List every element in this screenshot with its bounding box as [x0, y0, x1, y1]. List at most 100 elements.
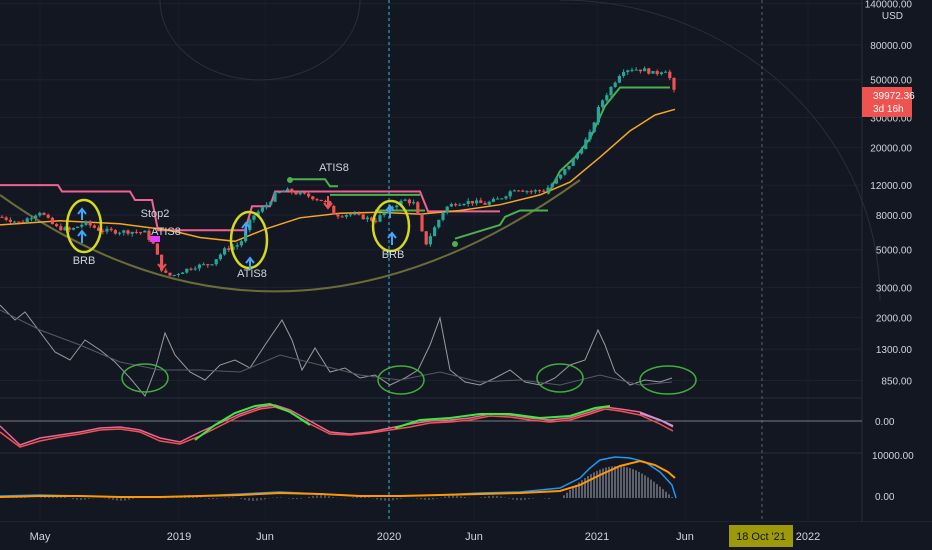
histogram-bar	[84, 498, 86, 500]
histogram-bar	[605, 467, 607, 498]
histogram-bar	[208, 498, 210, 499]
candle-body	[218, 254, 222, 260]
candle-body	[164, 270, 168, 273]
resistance-line	[0, 184, 500, 232]
time-label: 2022	[796, 531, 820, 543]
histogram-bar	[460, 496, 462, 498]
candle-body	[386, 207, 390, 213]
candle-body	[617, 75, 621, 83]
candle-body	[323, 200, 327, 202]
histogram-bar	[328, 496, 330, 498]
candle-body	[290, 188, 294, 193]
histogram-bar	[324, 495, 326, 498]
histogram-bar	[614, 466, 616, 498]
candle-body	[4, 217, 8, 220]
histogram-bar	[388, 498, 390, 501]
candle-body	[655, 71, 659, 75]
time-label: May	[30, 531, 51, 543]
price-axis[interactable]: 140000.00 80000.00 50000.00 30000.00 20000.0…	[865, 0, 913, 388]
histogram-bar	[428, 498, 430, 500]
candle-body	[466, 200, 470, 205]
candle-body	[559, 174, 563, 179]
candle-body	[319, 199, 323, 201]
histogram-bar	[72, 498, 74, 500]
annotation-label: Stop2	[141, 208, 170, 220]
histogram-bar	[116, 498, 118, 501]
candle-body	[412, 202, 416, 204]
candle-body	[361, 214, 365, 220]
histogram-bar	[400, 498, 402, 499]
histogram-bar	[638, 471, 640, 498]
candle-body	[97, 227, 101, 231]
candle-body	[269, 201, 273, 205]
histogram-bar	[252, 498, 254, 501]
annotation-label: ATIS8	[319, 162, 349, 174]
histogram-bar	[641, 473, 643, 498]
candle-body	[487, 201, 491, 205]
histogram-bar	[629, 468, 631, 498]
candle-body	[118, 232, 122, 234]
candle-body	[554, 178, 558, 184]
arrow-down-icon	[323, 196, 333, 210]
candle-body	[147, 230, 151, 240]
histogram-bar	[420, 498, 422, 500]
candle-body	[277, 192, 281, 194]
histogram-bar	[584, 478, 586, 498]
candle-body	[17, 221, 21, 223]
last-price-label: 39972.36 3d 16h	[862, 87, 915, 117]
candle-body	[298, 192, 302, 195]
candle-body	[575, 153, 579, 159]
candle-body	[197, 264, 201, 269]
candle-body	[340, 216, 344, 218]
candle-body	[529, 191, 533, 193]
candle-body	[504, 196, 508, 199]
candle-body	[638, 69, 642, 72]
candle-body	[424, 231, 428, 245]
histogram-bar	[120, 498, 122, 501]
candle-body	[634, 69, 638, 71]
histogram-bar	[575, 484, 577, 498]
candle-body	[281, 190, 285, 193]
candle-body	[533, 190, 537, 192]
histogram-bar	[296, 498, 298, 500]
histogram-bar	[320, 495, 322, 498]
histogram-bar	[581, 480, 583, 498]
time-axis[interactable]: May 2019 Jun 2020 Jun 2021 Jun 18 Oct '2…	[0, 522, 932, 550]
histogram-bar	[632, 469, 634, 498]
candlesticks[interactable]	[0, 66, 676, 278]
candle-body	[353, 213, 357, 215]
candle-body	[382, 212, 386, 216]
candle-body	[601, 100, 605, 107]
price-ellipses[interactable]	[65, 198, 411, 270]
histogram-bar	[617, 466, 619, 498]
support-line	[290, 178, 338, 188]
histogram-bar	[288, 498, 290, 499]
candle-body	[328, 201, 332, 206]
candle-body	[185, 268, 189, 273]
histogram-bar	[492, 495, 494, 498]
histogram-bar	[332, 497, 334, 498]
histogram-bar	[611, 466, 613, 498]
support-line	[454, 209, 548, 240]
price-tick-label: 80000.00	[870, 41, 912, 52]
histogram-bar	[292, 498, 294, 499]
candle-body	[407, 199, 411, 204]
histogram-bar	[212, 498, 214, 500]
candle-body	[113, 230, 117, 234]
candle-body	[168, 272, 172, 276]
price-tick-label: 1300.00	[876, 345, 913, 356]
candle-body	[105, 228, 109, 232]
candle-body	[437, 219, 441, 228]
candle-body	[365, 217, 369, 220]
histogram-bar	[124, 498, 126, 501]
candle-body	[29, 218, 33, 220]
candle-body	[550, 183, 554, 188]
histogram-bar	[448, 495, 450, 498]
price-tick-label: 12000.00	[870, 181, 912, 192]
candle-body	[210, 264, 214, 266]
candle-body	[491, 198, 495, 202]
candle-body	[76, 226, 80, 228]
arrow-up-icon	[387, 231, 397, 245]
histogram-bar	[108, 498, 110, 500]
